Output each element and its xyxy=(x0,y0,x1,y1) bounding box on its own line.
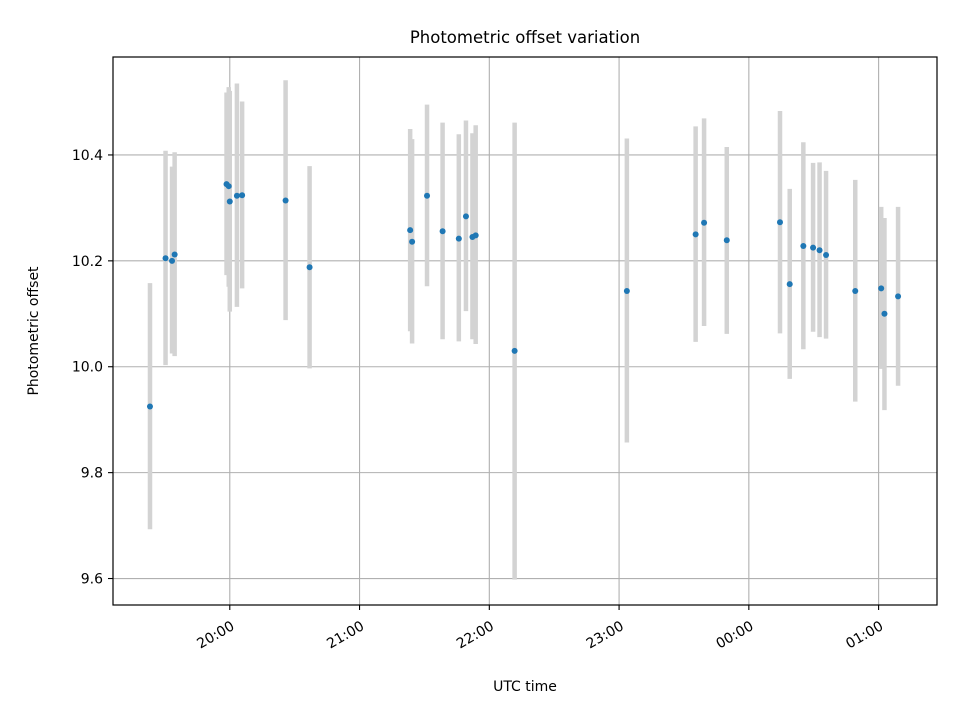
y-tick-label: 10.4 xyxy=(72,148,103,164)
data-point xyxy=(800,243,807,250)
data-point xyxy=(226,198,233,205)
data-point xyxy=(239,192,246,199)
x-axis-label: UTC time xyxy=(493,679,557,695)
data-point xyxy=(692,231,699,238)
y-tick-label: 9.6 xyxy=(81,572,103,588)
data-point xyxy=(462,213,469,220)
data-point xyxy=(171,251,178,258)
data-point xyxy=(723,237,730,244)
data-points xyxy=(146,181,902,410)
y-axis-ticks: 9.6 9.8 10.0 10.2 10.4 xyxy=(72,148,113,588)
data-point xyxy=(852,288,859,295)
data-point xyxy=(146,403,153,410)
grid xyxy=(113,57,937,605)
y-axis-label: Photometric offset xyxy=(26,266,42,396)
data-point xyxy=(233,192,240,199)
data-point xyxy=(511,347,518,354)
data-point xyxy=(225,183,232,190)
data-point xyxy=(169,257,176,264)
data-point xyxy=(455,235,462,242)
data-point xyxy=(881,310,888,317)
data-point xyxy=(810,244,817,251)
data-point xyxy=(895,293,902,300)
data-point xyxy=(409,238,416,245)
data-point xyxy=(786,281,793,288)
data-point xyxy=(439,228,446,235)
data-point xyxy=(816,247,823,254)
data-point xyxy=(701,219,708,226)
y-tick-label: 10.2 xyxy=(72,254,103,270)
data-point xyxy=(776,219,783,226)
y-tick-label: 9.8 xyxy=(81,466,103,482)
y-tick-label: 10.0 xyxy=(72,360,103,376)
data-point xyxy=(878,285,885,292)
data-point xyxy=(282,197,289,204)
plot-frame xyxy=(112,56,938,606)
data-point xyxy=(623,288,630,295)
data-point xyxy=(472,232,479,239)
data-point xyxy=(407,227,414,234)
data-point xyxy=(162,255,169,262)
data-point xyxy=(424,192,431,199)
chart-title: Photometric offset variation xyxy=(410,28,640,47)
data-point xyxy=(306,264,313,271)
data-point xyxy=(823,252,830,259)
